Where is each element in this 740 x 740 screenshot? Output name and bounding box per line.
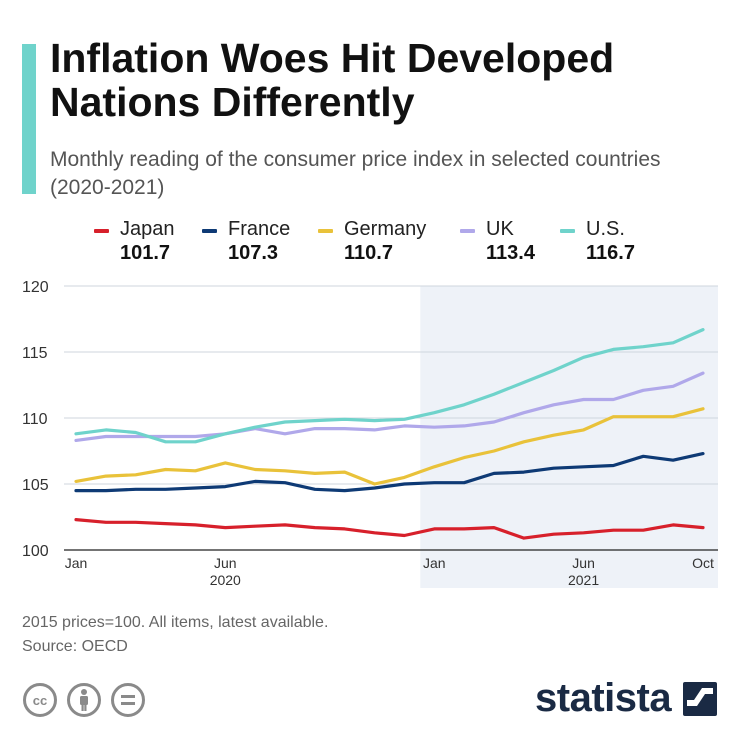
no-derivatives-icon[interactable] <box>110 682 146 718</box>
series-line-us <box>74 327 705 444</box>
chart-title: Inflation Woes Hit Developed Nations Dif… <box>50 35 615 125</box>
legend-swatch-us <box>560 229 575 233</box>
legend-value-uk: 113.4 <box>486 242 535 264</box>
x-year-label: 2020 <box>210 572 241 588</box>
y-tick-label: 100 <box>22 543 49 560</box>
line-chart: 100 105 110 115 120 Jan Jun Jan Jun Oct 2020 2021 <box>22 279 718 588</box>
y-tick-label: 120 <box>22 279 49 296</box>
legend-value-france: 107.3 <box>228 242 279 264</box>
y-tick-label: 110 <box>22 411 48 428</box>
legend-swatch-uk <box>460 229 475 233</box>
attribution-person-icon[interactable] <box>66 682 102 718</box>
legend-label-germany: Germany <box>344 218 427 240</box>
x-tick-label: Jun <box>214 555 237 571</box>
legend-value-japan: 101.7 <box>120 242 171 264</box>
series-line-germany <box>74 407 705 486</box>
legend-label-uk: UK <box>486 218 514 240</box>
series-line-uk <box>74 371 705 442</box>
x-year-label: 2021 <box>568 572 599 588</box>
statista-logo-icon[interactable] <box>683 682 717 716</box>
creative-commons-icon[interactable]: cc <box>22 682 58 718</box>
title-accent-bar <box>22 44 36 194</box>
legend-swatch-japan <box>94 229 109 233</box>
y-tick-label: 105 <box>22 477 49 494</box>
legend-label-france: France <box>228 218 291 240</box>
chart-subtitle: Monthly reading of the consumer price in… <box>50 148 661 199</box>
x-tick-label: Jun <box>572 555 595 571</box>
source-note: Source: OECD <box>22 638 128 655</box>
legend-swatch-france <box>202 229 217 233</box>
highlight-region-2021 <box>420 286 718 588</box>
series-line-france <box>74 452 705 493</box>
legend: Japan 101.7 France 107.3 Germany 110.7 U… <box>94 218 734 268</box>
legend-label-us: U.S. <box>586 218 625 240</box>
footnote: 2015 prices=100. All items, latest avail… <box>22 614 329 631</box>
x-tick-label: Oct <box>692 555 714 571</box>
brand-wordmark[interactable]: statista <box>535 676 672 720</box>
series-line-japan <box>74 518 705 540</box>
legend-value-germany: 110.7 <box>344 242 393 264</box>
legend-swatch-germany <box>318 229 333 233</box>
svg-text:cc: cc <box>33 693 47 708</box>
legend-label-japan: Japan <box>120 218 175 240</box>
y-tick-label: 115 <box>22 345 48 362</box>
x-tick-label: Jan <box>423 555 446 571</box>
x-tick-label: Jan <box>65 555 88 571</box>
legend-value-us: 116.7 <box>586 242 635 264</box>
